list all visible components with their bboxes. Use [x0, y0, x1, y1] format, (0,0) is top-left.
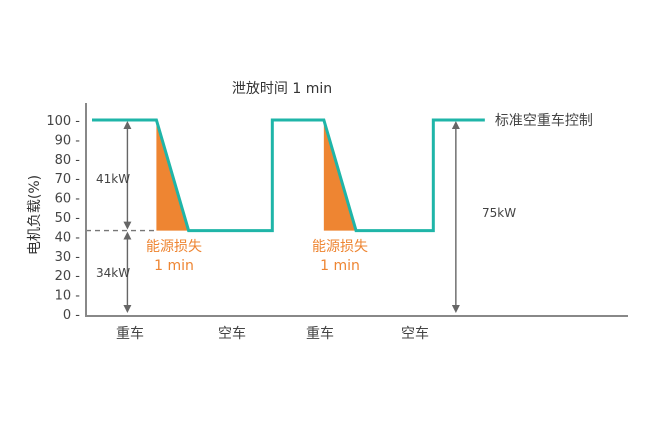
x-category-label: 空车 — [218, 325, 246, 342]
y-axis-label: 电机负载(%) — [27, 175, 43, 255]
y-axis-ticks: 0 - 10 - 20 - 30 - 40 - 50 - 60 - 70 - 80 - 90 - 1… — [46, 114, 80, 323]
series-line — [92, 118, 485, 233]
annotation-labels: 41kW 34kW 75kW 能源损失 1 min 能源损失 1 min — [96, 172, 516, 280]
arrow-value-label: 34kW — [96, 266, 130, 280]
x-category-label: 重车 — [116, 325, 144, 342]
series-lines: 标准空重车控制 — [92, 112, 593, 233]
arrow-value-label: 41kW — [96, 172, 130, 186]
y-tick-label: 90 - — [55, 133, 81, 148]
legend-label: 标准空重车控制 — [495, 112, 593, 129]
y-tick-label: 60 - — [55, 192, 81, 207]
y-tick-label: 70 - — [55, 172, 81, 187]
x-category-label: 空车 — [401, 325, 429, 342]
load-arrows — [123, 121, 460, 313]
x-category-label: 重车 — [306, 325, 334, 342]
energy-loss-label: 能源损失 — [146, 239, 202, 255]
y-tick-label: 80 - — [55, 153, 81, 168]
y-tick-label: 50 - — [55, 211, 81, 226]
energy-loss-duration: 1 min — [154, 258, 194, 274]
y-tick-label: 20 - — [55, 269, 81, 284]
y-tick-label: 0 - — [63, 308, 80, 323]
x-axis-categories: 重车 空车 重车 空车 — [116, 325, 429, 342]
y-tick-label: 100 - — [46, 114, 80, 129]
arrow-value-label: 75kW — [482, 206, 516, 220]
axes — [85, 103, 628, 317]
y-tick-label: 40 - — [55, 230, 81, 245]
chart-title: 泄放时间 1 min — [232, 81, 332, 97]
energy-loss-regions — [156, 120, 357, 231]
y-tick-label: 30 - — [55, 250, 81, 265]
energy-loss-label: 能源损失 — [312, 239, 368, 255]
y-tick-label: 10 - — [55, 289, 81, 304]
energy-loss-duration: 1 min — [320, 258, 360, 274]
